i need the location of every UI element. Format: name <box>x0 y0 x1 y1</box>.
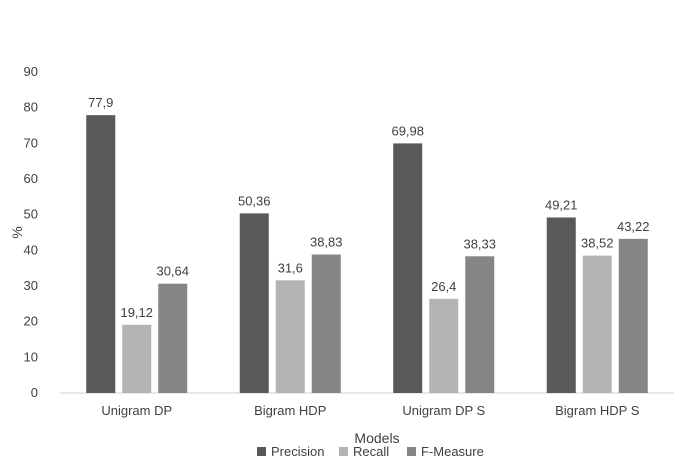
y-tick-label: 40 <box>24 242 38 257</box>
y-tick-label: 30 <box>24 278 38 293</box>
y-tick-label: 90 <box>24 64 38 79</box>
data-label: 38,33 <box>463 236 496 251</box>
legend-label: Precision <box>271 444 324 459</box>
legend-swatch <box>407 447 416 456</box>
bar <box>465 256 495 393</box>
bar <box>618 238 648 393</box>
bar <box>275 280 305 393</box>
legend-label: Recall <box>353 444 389 459</box>
x-axis-title: Models <box>354 430 399 446</box>
bar <box>393 143 423 393</box>
data-label: 77,9 <box>88 95 113 110</box>
legend-swatch <box>257 447 266 456</box>
y-tick-label: 80 <box>24 100 38 115</box>
data-label: 38,52 <box>581 236 614 251</box>
data-labels: 77,9 19,12 30,64 50,36 31,6 38,83 69,98 26,4 38,… <box>88 95 649 320</box>
bar <box>122 324 152 393</box>
bar <box>582 255 612 393</box>
legend-label: F-Measure <box>421 444 484 459</box>
bar <box>86 115 116 393</box>
data-label: 31,6 <box>278 260 303 275</box>
bar <box>546 217 576 393</box>
data-label: 50,36 <box>238 193 271 208</box>
category-label: Unigram DP S <box>402 403 485 418</box>
y-tick-label: 10 <box>24 349 38 364</box>
data-label: 43,22 <box>617 219 650 234</box>
bar <box>239 213 269 393</box>
category-label: Bigram HDP <box>254 403 326 418</box>
bar <box>429 298 459 393</box>
y-axis-title: % <box>9 226 25 238</box>
y-tick-label: 70 <box>24 135 38 150</box>
category-label: Unigram DP <box>101 403 172 418</box>
y-axis-ticks: 0 10 20 30 40 50 60 70 80 90 <box>24 64 38 400</box>
legend: Precision Recall F-Measure <box>257 444 484 459</box>
category-labels: Unigram DP Bigram HDP Unigram DP S Bigram H… <box>101 403 639 418</box>
bars <box>86 115 648 393</box>
data-label: 30,64 <box>156 264 189 279</box>
y-tick-label: 60 <box>24 171 38 186</box>
data-label: 19,12 <box>120 305 153 320</box>
data-label: 69,98 <box>391 123 424 138</box>
category-label: Bigram HDP S <box>555 403 640 418</box>
data-label: 49,21 <box>545 197 578 212</box>
bar <box>311 254 341 393</box>
data-label: 38,83 <box>310 235 343 250</box>
data-label: 26,4 <box>431 279 456 294</box>
legend-swatch <box>339 447 348 456</box>
y-tick-label: 50 <box>24 207 38 222</box>
y-tick-label: 0 <box>31 385 38 400</box>
y-tick-label: 20 <box>24 314 38 329</box>
bar <box>158 283 188 393</box>
